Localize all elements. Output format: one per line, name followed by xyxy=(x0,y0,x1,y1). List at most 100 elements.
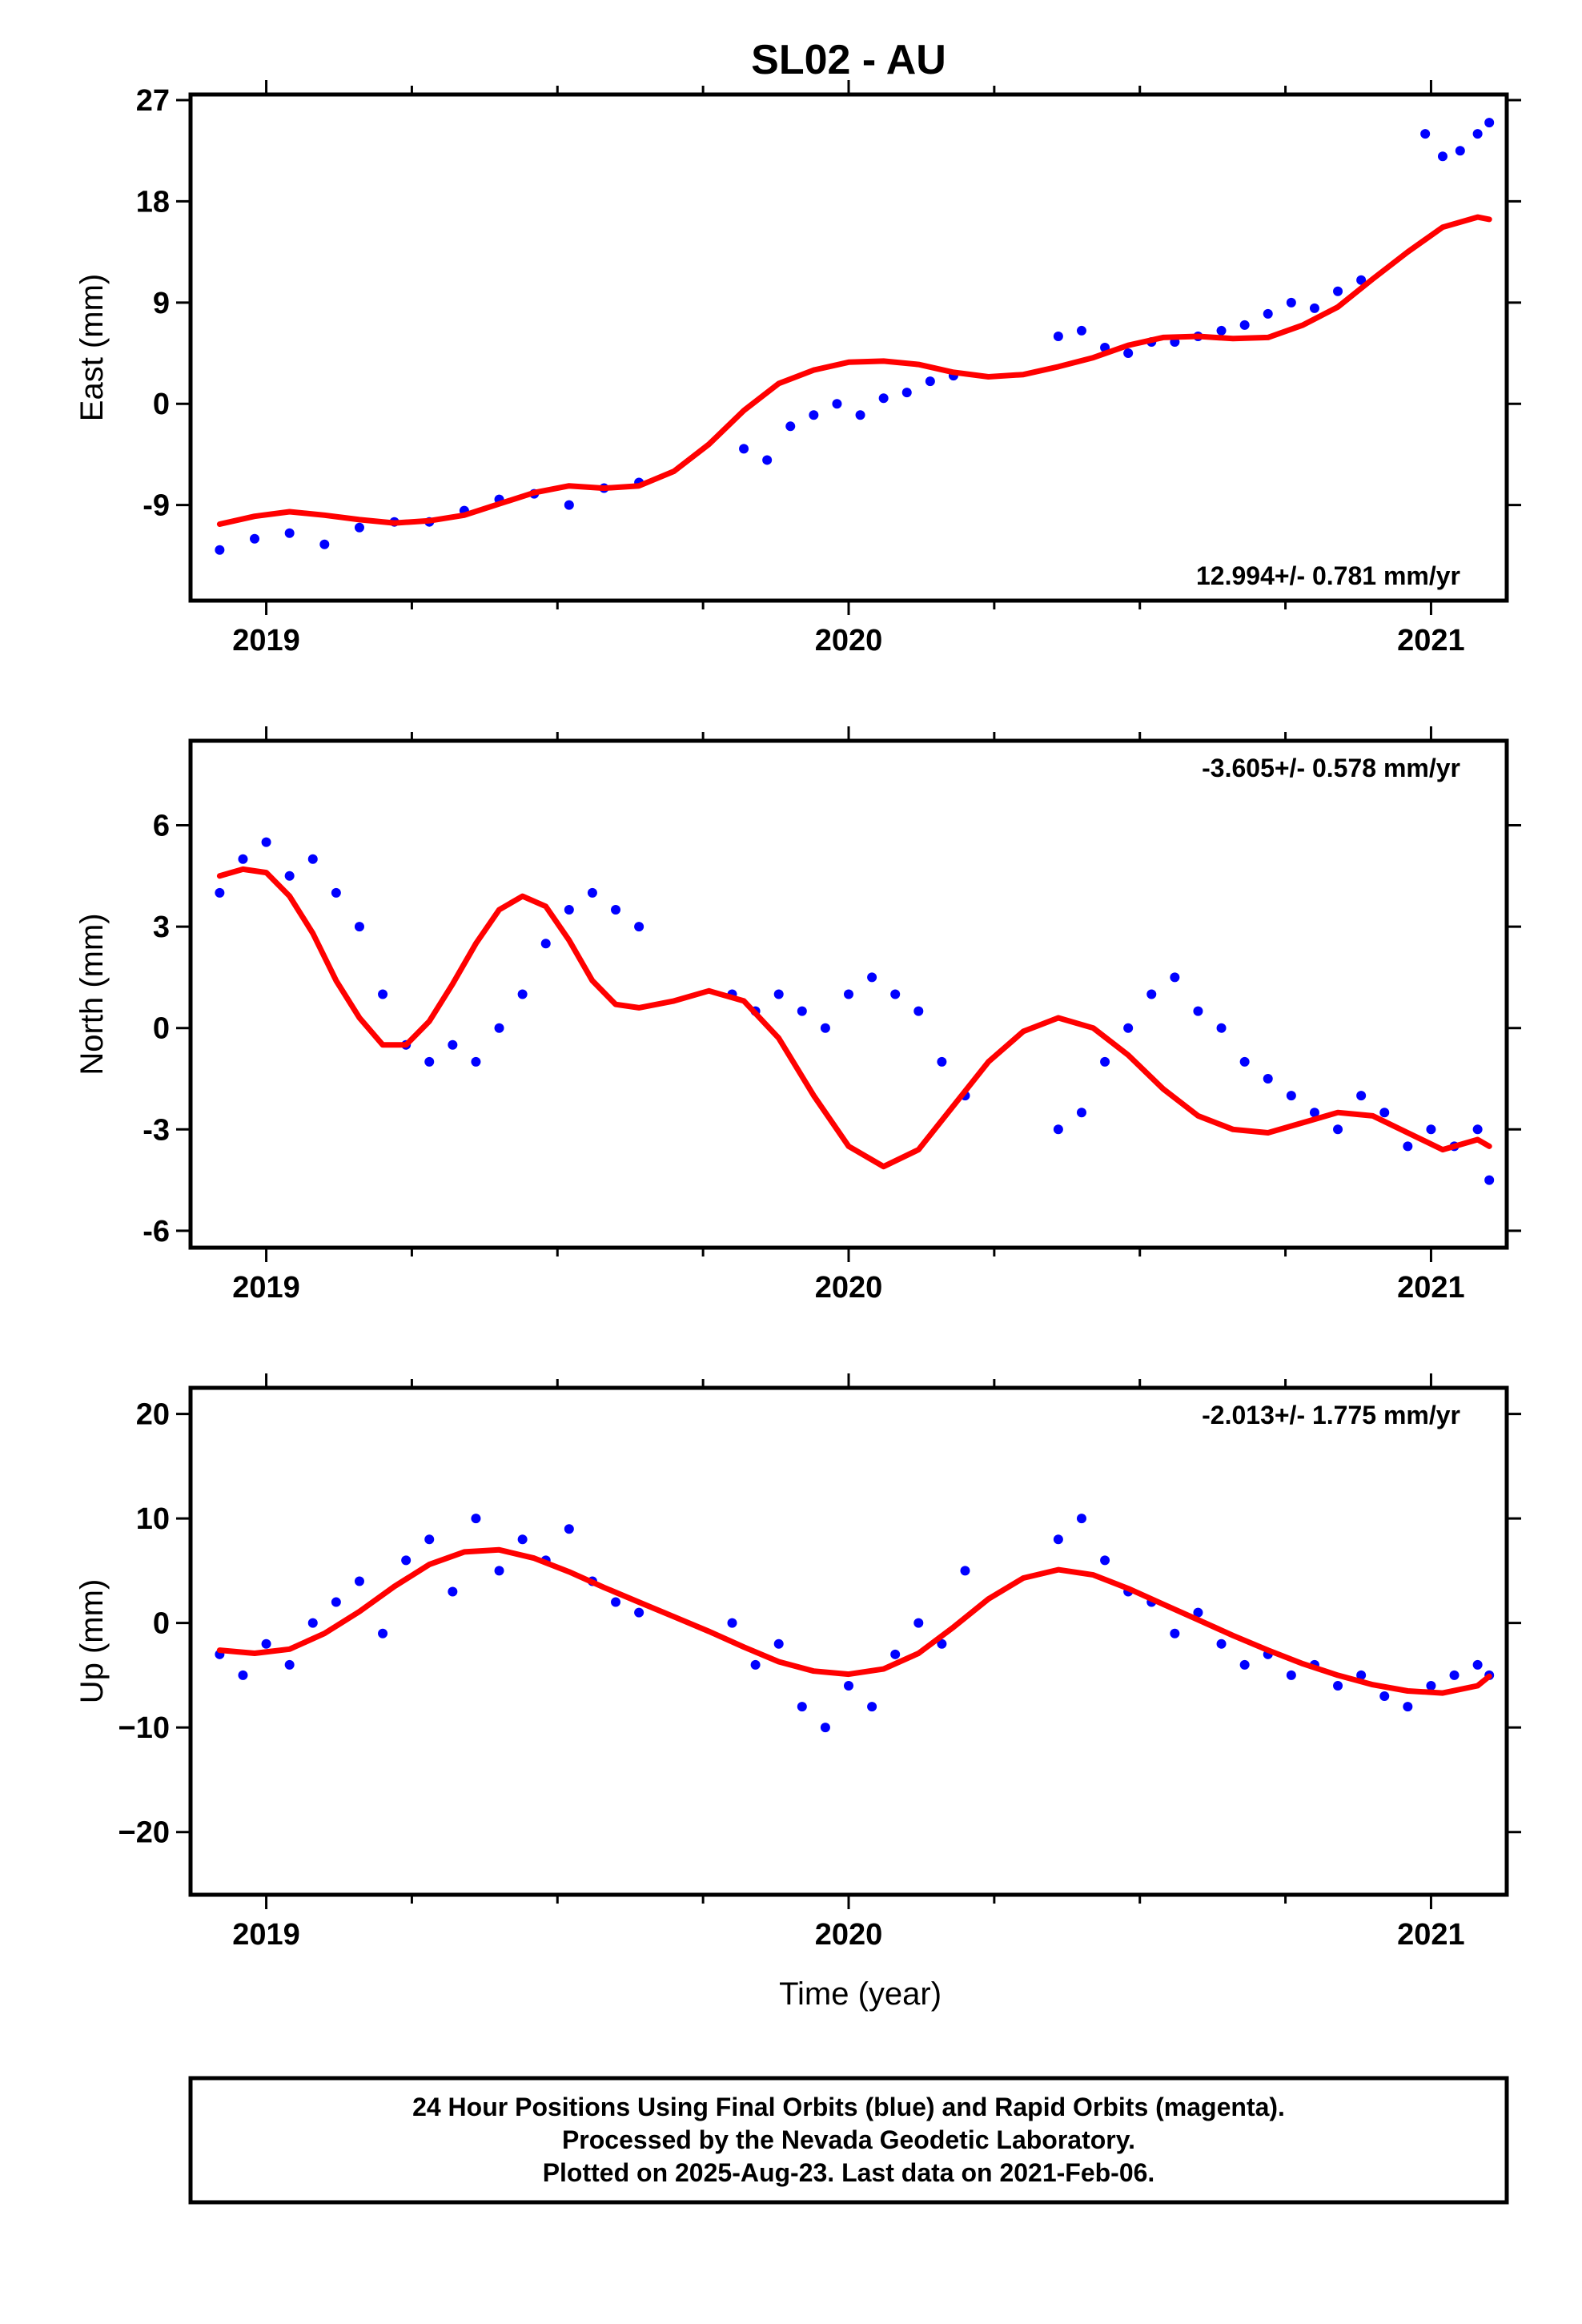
north-data-point xyxy=(1170,972,1180,983)
east-data-point xyxy=(762,455,773,465)
footer-line-2: Processed by the Nevada Geodetic Laborat… xyxy=(562,2125,1135,2154)
up-data-point xyxy=(1286,1670,1296,1680)
north-x-tick-label: 2020 xyxy=(815,1271,883,1305)
north-x-tick-label: 2019 xyxy=(232,1271,300,1305)
east-data-point xyxy=(354,522,364,533)
north-y-tick-label: 0 xyxy=(153,1012,170,1046)
up-panel: 2019 2020 2021 −20 −10 0 10 20 Up (mm) Time (year… xyxy=(74,1373,1521,2012)
up-y-tick-label: 10 xyxy=(136,1502,170,1536)
up-data-point xyxy=(284,1659,295,1670)
north-y-tick-label: -3 xyxy=(143,1113,170,1147)
up-data-point xyxy=(844,1680,853,1691)
north-rate-label: -3.605+/- 0.578 mm/yr xyxy=(1202,754,1460,782)
north-data-point xyxy=(471,1056,481,1067)
up-y-tick-label: −10 xyxy=(118,1711,170,1745)
up-y-tick-label: 20 xyxy=(136,1398,170,1432)
up-data-point xyxy=(354,1576,364,1586)
east-y-tick-label: 0 xyxy=(153,388,170,421)
north-data-point xyxy=(1239,1056,1250,1067)
east-x-tick-label: 2019 xyxy=(232,624,300,657)
north-data-point xyxy=(773,989,784,999)
east-y-tick-label: 9 xyxy=(153,287,170,320)
up-data-point xyxy=(378,1628,388,1638)
north-data-point xyxy=(517,989,528,999)
up-y-tick-label: −20 xyxy=(118,1816,170,1850)
up-data-point xyxy=(448,1586,458,1597)
up-data-point xyxy=(1356,1670,1367,1680)
up-data-point xyxy=(750,1659,761,1670)
east-data-point xyxy=(1437,151,1447,162)
east-data-point xyxy=(1076,325,1086,336)
east-fit-curve xyxy=(216,214,1492,527)
up-data-point xyxy=(797,1702,807,1712)
north-data-point xyxy=(307,854,318,864)
north-data-point xyxy=(1472,1124,1483,1135)
east-data-point xyxy=(215,545,225,555)
up-data-point xyxy=(261,1638,271,1649)
north-data-point xyxy=(284,870,295,881)
east-data-point xyxy=(1420,129,1431,139)
north-data-point xyxy=(1379,1108,1390,1118)
east-data-point xyxy=(832,399,842,409)
north-data-point xyxy=(820,1023,830,1033)
footer-line-3: Plotted on 2025-Aug-23. Last data on 202… xyxy=(543,2158,1155,2187)
east-data-point xyxy=(1333,286,1343,296)
up-data-point xyxy=(1379,1691,1390,1702)
north-data-point xyxy=(1100,1056,1110,1067)
north-data-point xyxy=(1286,1091,1296,1101)
east-data-point xyxy=(855,410,865,420)
north-data-point xyxy=(1193,1006,1203,1016)
up-data-point xyxy=(1100,1555,1110,1566)
footer-box: 24 Hour Positions Using Final Orbits (bl… xyxy=(188,2076,1509,2205)
up-data-point xyxy=(238,1670,248,1680)
up-data-point xyxy=(1449,1670,1460,1680)
east-y-tick-label: 18 xyxy=(136,185,170,219)
figure-title: SL02 - AU xyxy=(751,37,946,83)
up-data-point xyxy=(1170,1628,1180,1638)
east-x-tick-label: 2020 xyxy=(815,624,883,657)
east-data-point xyxy=(250,533,260,544)
up-data-point xyxy=(890,1649,901,1659)
north-data-point xyxy=(1053,1124,1063,1135)
north-y-tick-label: 6 xyxy=(153,810,170,843)
north-data-point xyxy=(797,1006,807,1016)
north-data-point xyxy=(1309,1108,1319,1118)
north-y-tick-label: 3 xyxy=(153,911,170,944)
east-y-axis-label: East (mm) xyxy=(74,274,110,421)
north-data-point xyxy=(354,922,364,932)
up-data-point xyxy=(471,1514,481,1524)
north-data-point xyxy=(937,1056,947,1067)
up-data-point xyxy=(1239,1659,1250,1670)
north-data-point xyxy=(424,1056,435,1067)
north-data-point xyxy=(867,972,877,983)
east-data-point xyxy=(1053,331,1063,341)
north-y-tick-label: -6 xyxy=(143,1215,170,1248)
north-y-axis-label: North (mm) xyxy=(74,913,110,1075)
up-data-point xyxy=(913,1618,924,1628)
up-plot-frame xyxy=(188,1385,1509,1897)
north-data-point xyxy=(587,887,597,898)
up-data-point xyxy=(424,1534,435,1545)
east-data-point xyxy=(319,539,330,549)
north-data-point xyxy=(611,905,621,915)
up-data-point xyxy=(1333,1680,1343,1691)
north-data-point xyxy=(913,1006,924,1016)
up-data-point xyxy=(727,1618,737,1628)
up-data-point xyxy=(937,1638,947,1649)
north-fit-curve xyxy=(216,866,1492,1170)
north-data-point xyxy=(1484,1175,1495,1185)
footer-line-1: 24 Hour Positions Using Final Orbits (bl… xyxy=(412,2093,1285,2121)
up-data-point xyxy=(867,1702,877,1712)
up-data-point xyxy=(820,1723,830,1733)
up-data-point xyxy=(564,1524,574,1534)
east-data-point xyxy=(901,388,912,398)
up-x-tick-label: 2019 xyxy=(232,1918,300,1952)
up-data-point xyxy=(331,1597,341,1607)
up-x-tick-label: 2021 xyxy=(1397,1918,1465,1952)
east-data-point xyxy=(785,421,796,432)
north-data-point xyxy=(1216,1023,1227,1033)
north-data-point xyxy=(564,905,574,915)
north-data-point xyxy=(634,922,644,932)
up-data-point xyxy=(1076,1514,1086,1524)
up-fit-curve xyxy=(216,1546,1492,1696)
